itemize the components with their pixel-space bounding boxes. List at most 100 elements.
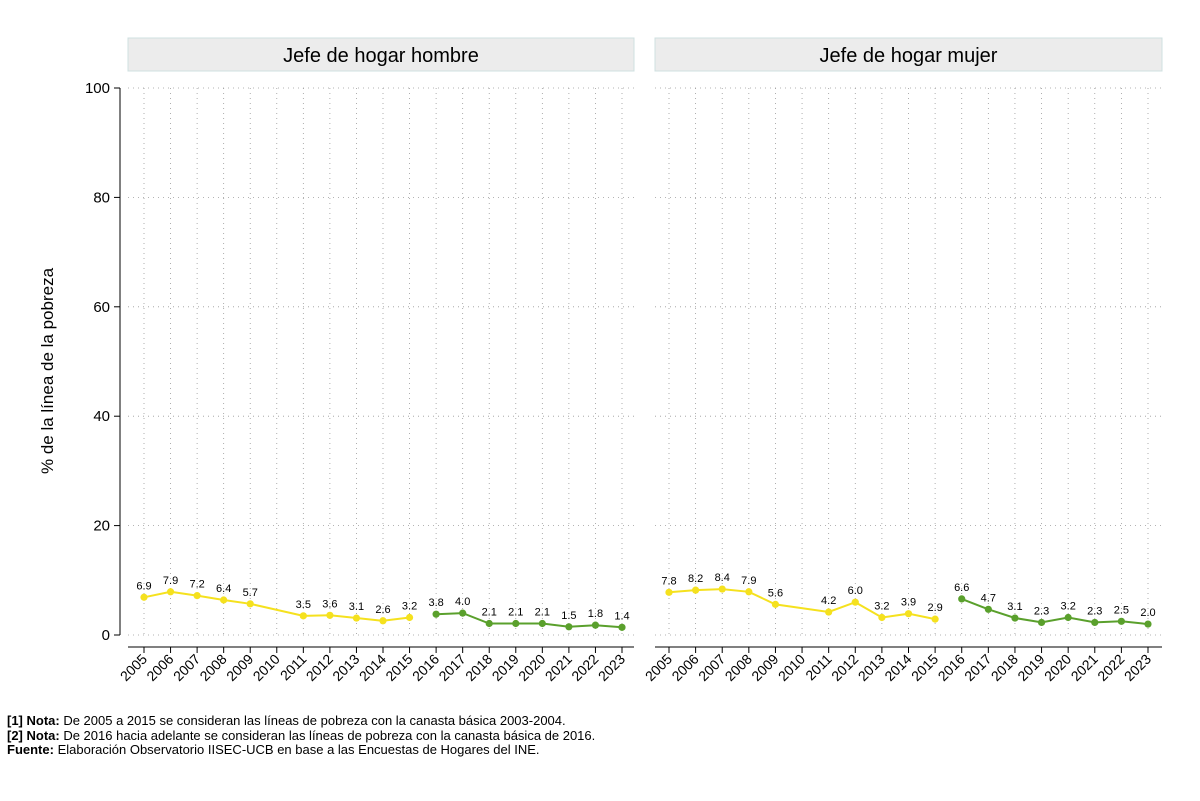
data-point [485, 619, 493, 628]
note-1: [1] Nota: De 2005 a 2015 se consideran l… [7, 713, 595, 729]
data-point [825, 608, 833, 616]
x-tick-label: 2015 [382, 651, 415, 684]
y-tick-label: 60 [93, 299, 110, 316]
data-point [931, 615, 939, 623]
data-point [878, 613, 886, 622]
series-line-2-1 [668, 588, 936, 621]
x-tick-label: 2021 [542, 651, 575, 684]
data-label: 6.6 [954, 582, 969, 594]
x-tick-label: 2013 [855, 651, 888, 684]
x-tick-label: 2020 [1041, 651, 1074, 684]
x-tick-label: 2017 [435, 651, 468, 684]
data-point [851, 598, 859, 606]
data-point [618, 623, 626, 631]
x-tick-label: 2016 [934, 651, 967, 684]
data-label: 5.6 [768, 587, 783, 599]
x-tick-label: 2014 [881, 651, 914, 684]
series-line-2-2 [961, 597, 1149, 626]
data-label: 4.0 [455, 596, 470, 608]
data-point [1144, 620, 1152, 628]
data-point [1064, 613, 1072, 622]
data-label: 4.2 [821, 595, 836, 607]
data-point [1011, 614, 1019, 622]
note-2-text: De 2016 hacia adelante se consideran las… [59, 727, 596, 743]
note-2-label: [2] Nota: [7, 727, 60, 743]
data-point [745, 588, 753, 596]
data-label: 1.4 [614, 610, 629, 622]
data-point [1037, 618, 1046, 627]
x-tick-label: 2006 [668, 651, 701, 684]
data-point [512, 619, 520, 628]
data-label: 3.5 [296, 599, 311, 611]
panel-header-2 [654, 37, 1163, 72]
x-tick-label: 2023 [1121, 651, 1154, 684]
data-point [665, 588, 673, 596]
x-tick-label: 2008 [196, 651, 229, 684]
data-label: 3.6 [322, 598, 337, 610]
y-tick-label: 100 [85, 80, 110, 97]
series-line-1-2 [436, 612, 623, 629]
source-text: Elaboración Observatorio IISEC-UCB en ba… [53, 742, 540, 757]
data-point [326, 611, 334, 619]
x-tick-label: 2006 [143, 651, 176, 684]
x-tick-label: 2007 [695, 651, 728, 684]
x-tick-label: 2019 [489, 651, 522, 684]
chart-notes: [1] Nota: De 2005 a 2015 se consideran l… [7, 713, 596, 758]
data-point [904, 610, 913, 618]
data-point [405, 613, 414, 622]
data-point [771, 600, 780, 608]
data-label: 2.1 [482, 607, 497, 619]
x-tick-label: 2019 [1014, 651, 1047, 684]
data-point [246, 600, 254, 608]
x-tick-label: 2013 [329, 651, 362, 684]
source-label: Fuente: [7, 742, 54, 757]
data-label: 3.1 [1007, 601, 1022, 613]
data-point [220, 596, 228, 604]
data-label: 3.2 [874, 600, 889, 612]
data-label: 2.0 [1140, 607, 1155, 619]
x-tick-label: 2011 [802, 651, 835, 684]
x-tick-label: 2005 [117, 651, 150, 684]
data-point [538, 619, 546, 628]
series-line-1-1 [143, 590, 410, 622]
data-point [459, 609, 467, 617]
x-tick-label: 2018 [988, 651, 1021, 684]
y-tick-label: 20 [93, 518, 110, 535]
x-tick-label: 2008 [722, 651, 755, 684]
data-label: 3.2 [1061, 600, 1076, 612]
x-tick-label: 2016 [409, 651, 442, 684]
note-1-label: [1] Nota: [7, 713, 60, 728]
data-label: 6.4 [216, 583, 231, 595]
x-tick-label: 2009 [223, 651, 256, 684]
x-tick-label: 2015 [908, 651, 941, 684]
x-tick-label: 2012 [303, 651, 336, 684]
data-label: 7.2 [189, 579, 204, 591]
data-label: 2.1 [508, 607, 523, 619]
data-point [379, 617, 387, 625]
x-tick-label: 2009 [748, 651, 781, 684]
data-point [352, 614, 361, 622]
note-2: [2] Nota: De 2016 hacia adelante se cons… [7, 727, 596, 744]
data-label: 7.9 [163, 575, 178, 587]
x-tick-label: 2010 [775, 651, 808, 684]
data-label: 6.9 [136, 580, 151, 592]
data-label: 6.0 [848, 585, 863, 597]
panel-title-2: Jefe de hogar mujer [820, 45, 998, 67]
y-tick-label: 0 [102, 627, 110, 644]
data-label: 3.1 [349, 601, 364, 613]
data-point [1091, 618, 1099, 627]
data-point [1117, 617, 1125, 625]
data-label: 2.1 [535, 607, 550, 619]
data-label: 5.7 [243, 587, 258, 599]
data-point [565, 623, 573, 631]
data-point [299, 612, 307, 620]
y-tick-label: 80 [93, 189, 110, 206]
data-label: 3.9 [901, 597, 916, 609]
data-point [958, 595, 966, 603]
data-point [718, 585, 726, 593]
panel-header-1 [127, 37, 635, 72]
data-label: 8.4 [715, 572, 730, 584]
data-label: 2.3 [1034, 605, 1049, 617]
data-label: 1.5 [561, 610, 576, 622]
data-label: 1.8 [588, 608, 603, 620]
